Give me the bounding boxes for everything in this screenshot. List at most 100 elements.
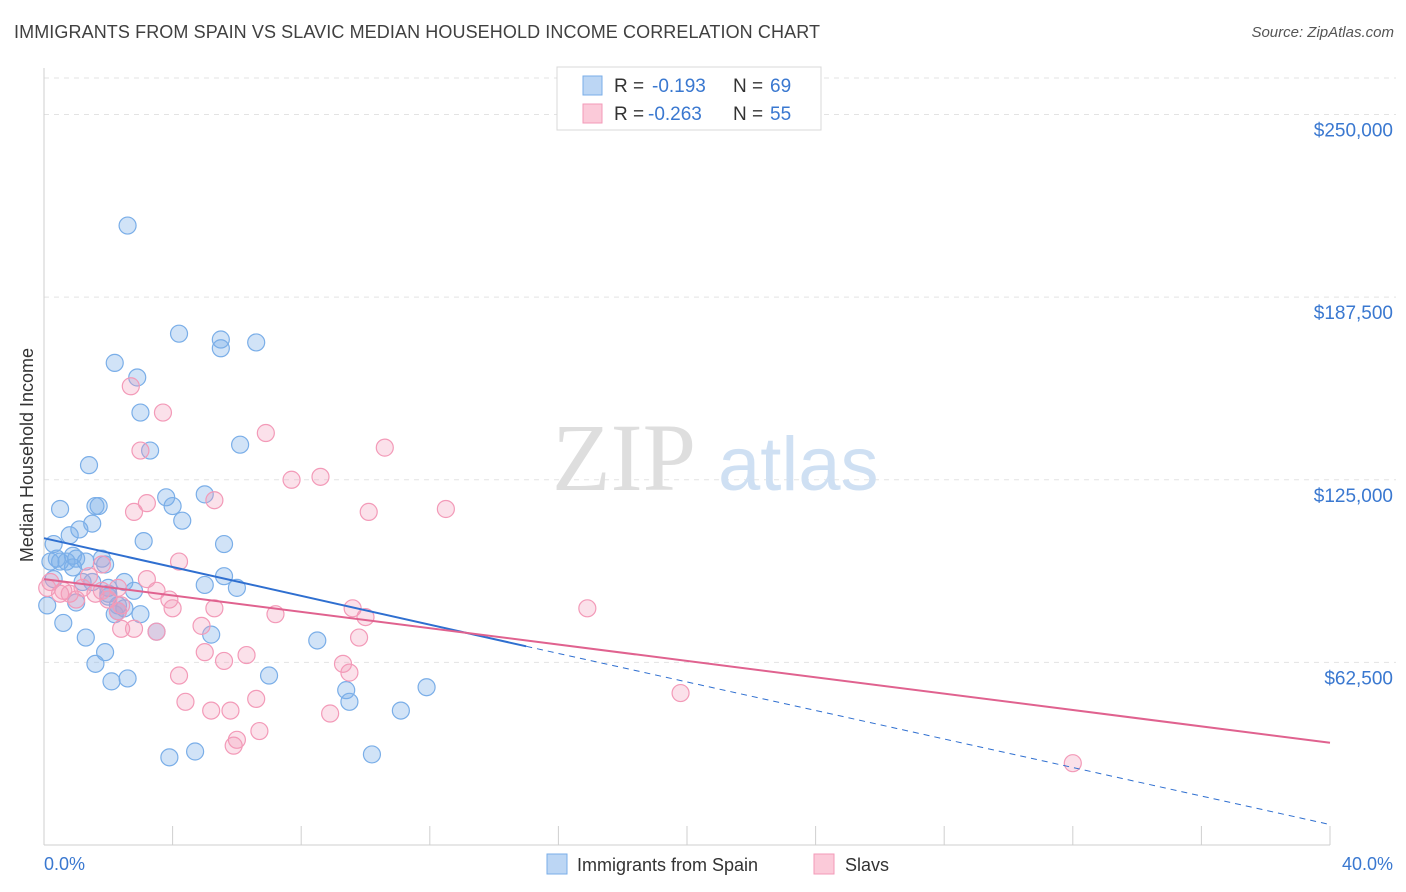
data-point	[202, 701, 221, 720]
data-point	[118, 216, 137, 235]
data-point	[160, 748, 179, 767]
grid-lines	[44, 77, 1396, 663]
chart-title: IMMIGRANTS FROM SPAIN VS SLAVIC MEDIAN H…	[14, 22, 821, 42]
data-point	[391, 701, 410, 720]
data-point	[250, 721, 269, 741]
data-point	[349, 628, 369, 647]
data-point	[86, 654, 105, 673]
watermark-zip: ZIP	[552, 404, 696, 511]
series-immigrants-from-spain	[38, 216, 436, 767]
data-point	[375, 438, 394, 457]
series-legend: Immigrants from Spain Slavs	[546, 853, 889, 875]
data-point	[137, 494, 156, 513]
data-point	[211, 339, 230, 358]
data-point	[121, 377, 140, 396]
data-point	[131, 441, 150, 460]
legend-r-label-1: R =	[614, 76, 644, 97]
data-point	[92, 555, 111, 574]
data-point	[124, 619, 144, 638]
data-point	[105, 353, 124, 372]
data-point	[50, 499, 70, 519]
data-point	[195, 643, 214, 662]
data-point	[79, 456, 99, 475]
data-point	[124, 502, 144, 522]
data-point	[112, 596, 131, 615]
x-tick-label-start: 0.0%	[44, 854, 85, 874]
y-tick-label: $125,000	[1314, 486, 1393, 507]
data-point	[221, 701, 240, 720]
data-point	[214, 534, 234, 554]
data-point	[63, 546, 83, 565]
legend-swatch-pink	[582, 103, 603, 124]
data-point	[67, 590, 86, 609]
legend-r-label-2: R =	[614, 104, 644, 125]
data-point	[237, 645, 256, 665]
data-point	[227, 578, 246, 597]
watermark: ZIP atlas	[552, 404, 879, 511]
data-point	[95, 643, 115, 662]
data-point	[362, 745, 382, 764]
legend-n-value-2: 55	[770, 104, 791, 125]
data-point	[112, 619, 131, 638]
data-point	[163, 599, 182, 618]
data-point	[247, 333, 266, 352]
data-point	[195, 575, 214, 595]
x-tick-label-end: 40.0%	[1342, 854, 1393, 874]
data-point	[83, 514, 102, 533]
data-point	[311, 467, 330, 486]
data-point	[224, 736, 243, 755]
data-point	[140, 441, 160, 460]
series-slavs	[38, 377, 1082, 773]
data-point	[671, 683, 690, 703]
legend-swatch-immigrants-from-spain	[546, 853, 568, 875]
data-point	[50, 584, 70, 603]
data-point	[436, 499, 455, 519]
data-point	[337, 681, 356, 700]
data-point	[176, 692, 195, 711]
data-point	[102, 672, 121, 691]
data-point	[169, 666, 189, 685]
data-point	[214, 651, 234, 671]
y-tick-labels: $62,500 $125,000 $187,500 $250,000	[1314, 121, 1393, 690]
stats-legend: R = -0.193 N = 69 R = -0.263 N = 55	[556, 66, 822, 131]
data-point	[186, 742, 205, 761]
source-credit: Source: ZipAtlas.com	[1251, 24, 1394, 41]
legend-swatch-blue	[582, 75, 603, 96]
data-point	[578, 599, 597, 618]
data-point	[41, 572, 60, 592]
y-axis-label: Median Household Income	[17, 348, 37, 562]
data-point	[247, 689, 266, 709]
data-point	[89, 496, 108, 516]
data-point	[340, 663, 359, 682]
data-point	[173, 511, 192, 530]
data-point	[259, 666, 279, 685]
data-point	[118, 669, 137, 688]
legend-label-immigrants-from-spain: Immigrants from Spain	[577, 855, 758, 875]
trend-line-immigrants-from-spain	[43, 537, 527, 648]
data-point	[76, 628, 95, 647]
data-point	[282, 470, 301, 489]
data-point	[195, 485, 214, 504]
trend-line-slavs	[43, 578, 1331, 744]
data-point	[231, 435, 250, 454]
data-point	[54, 613, 73, 633]
legend-n-label-2: N =	[733, 104, 763, 125]
data-point	[169, 552, 189, 571]
data-point	[417, 678, 436, 697]
y-tick-label: $62,500	[1324, 668, 1393, 689]
data-point	[137, 570, 156, 589]
data-point	[192, 616, 211, 635]
data-point	[256, 423, 275, 443]
legend-n-value-1: 69	[770, 76, 791, 97]
data-point	[134, 532, 153, 551]
data-point	[147, 622, 166, 641]
legend-r-value-2: -0.263	[648, 104, 702, 125]
data-point	[321, 704, 340, 723]
legend-n-label-1: N =	[733, 76, 763, 97]
data-point	[108, 602, 128, 621]
data-point	[205, 491, 224, 510]
data-point	[227, 730, 246, 749]
x-tick-labels: 0.0% 40.0%	[44, 854, 1393, 874]
legend-r-value-1: -0.193	[652, 76, 706, 97]
